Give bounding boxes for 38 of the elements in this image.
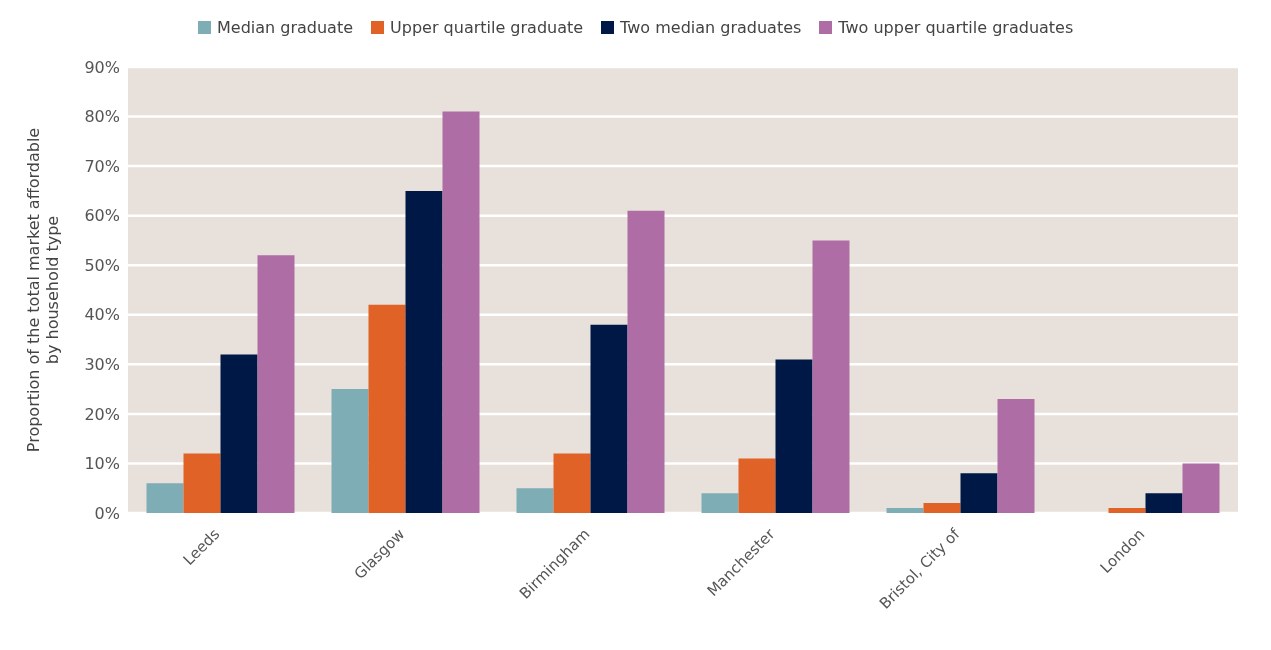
legend-label: Upper quartile graduate [390, 18, 584, 37]
y-tick-label: 60% [84, 206, 120, 226]
bar [627, 210, 665, 513]
y-tick-label: 50% [84, 255, 120, 275]
y-tick-label: 40% [84, 305, 120, 325]
bar [960, 473, 998, 513]
bar [923, 503, 961, 513]
bar [331, 389, 369, 513]
bar [1108, 508, 1146, 513]
bar [738, 458, 776, 513]
legend-label: Two median graduates [620, 18, 802, 37]
legend-label: Median graduate [217, 18, 354, 37]
y-tick-label: 10% [84, 454, 120, 474]
y-tick-label: 70% [84, 156, 120, 176]
bar [590, 324, 628, 513]
bar [997, 399, 1035, 513]
bar [257, 255, 295, 513]
bar [516, 488, 554, 513]
bar [553, 453, 591, 513]
bar [886, 508, 924, 513]
y-axis-title: Proportion of the total market affordable by household type [24, 127, 62, 453]
bar [1182, 463, 1220, 513]
bar [775, 359, 813, 513]
y-tick-label: 30% [84, 355, 120, 375]
bar [368, 304, 406, 513]
bar [1145, 493, 1183, 513]
y-tick-label: 20% [84, 404, 120, 424]
bar [220, 354, 258, 513]
bar [812, 240, 850, 513]
y-tick-label: 0% [94, 503, 120, 523]
y-tick-label: 80% [84, 107, 120, 127]
y-tick-label: 90% [84, 57, 120, 77]
bar [701, 493, 739, 513]
legend-label: Two upper quartile graduates [838, 18, 1074, 37]
bar [146, 483, 184, 513]
bar [183, 453, 221, 513]
bar [442, 111, 480, 513]
bar [405, 190, 443, 513]
